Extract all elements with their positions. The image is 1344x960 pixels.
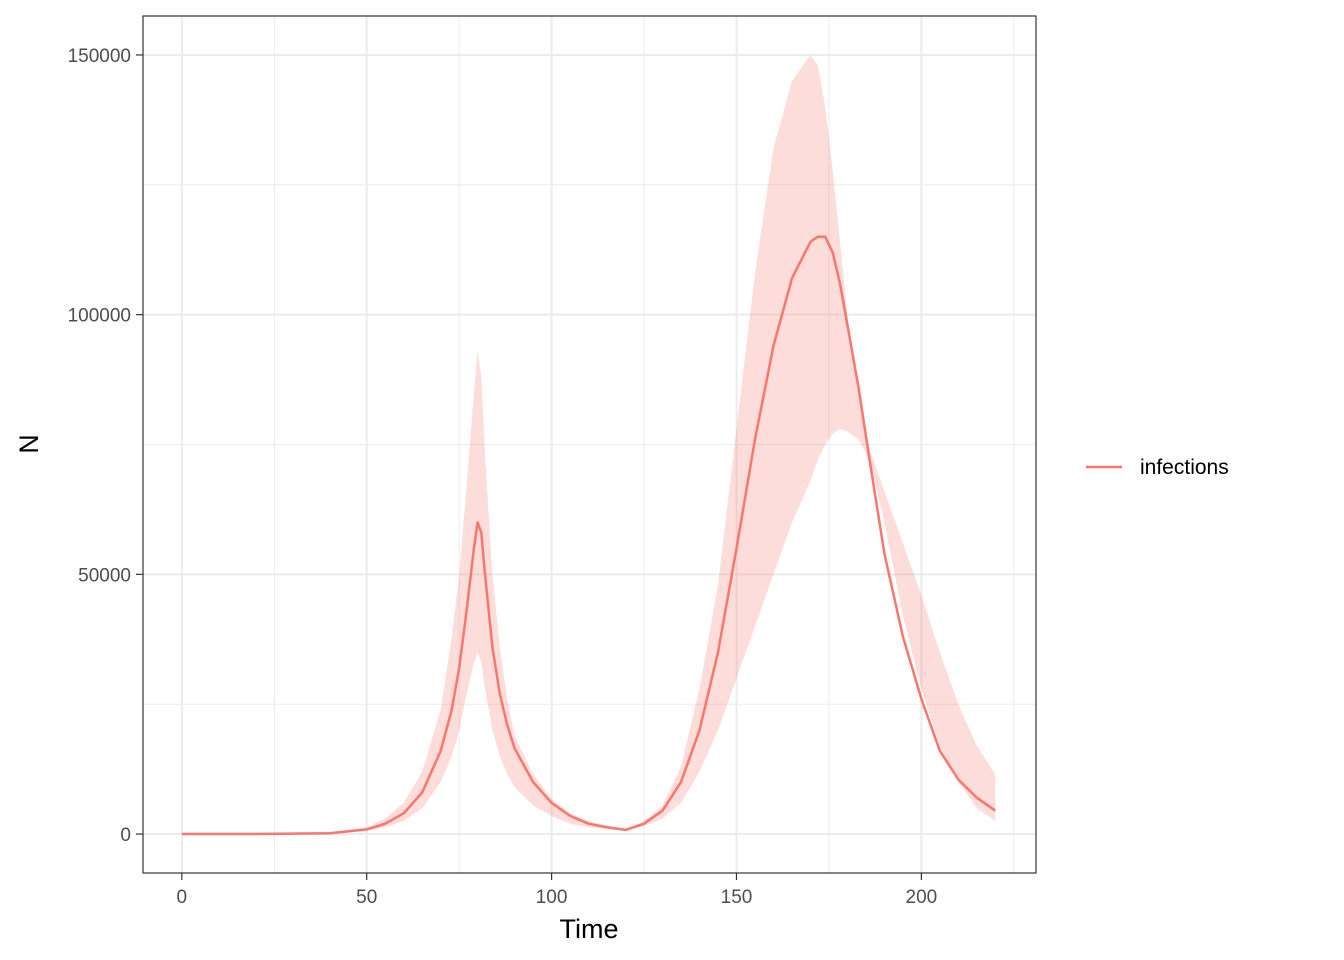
- y-axis: 0 50000 100000 150000: [68, 46, 143, 846]
- confidence-ribbon: [181, 55, 996, 834]
- x-tick-label: 150: [721, 887, 753, 908]
- x-tick-label: 0: [177, 887, 188, 908]
- grid-minor: [143, 16, 1036, 873]
- panel-border: [142, 15, 1037, 874]
- x-tick-label: 200: [906, 887, 938, 908]
- legend-label-infections: infections: [1140, 456, 1229, 479]
- y-tick-label: 150000: [68, 46, 131, 67]
- y-tick-label: 100000: [68, 306, 131, 327]
- x-axis: 0 50 100 150 200: [177, 873, 938, 908]
- legend: infections: [1086, 456, 1229, 479]
- y-axis-title: N: [14, 434, 44, 454]
- x-tick-label: 50: [356, 887, 377, 908]
- infections-line: [181, 235, 997, 836]
- x-tick-label: 100: [536, 887, 568, 908]
- x-axis-title: Time: [560, 914, 619, 944]
- grid-major: [143, 16, 1036, 873]
- y-tick-label: 50000: [78, 565, 131, 586]
- y-tick-label: 0: [120, 825, 131, 846]
